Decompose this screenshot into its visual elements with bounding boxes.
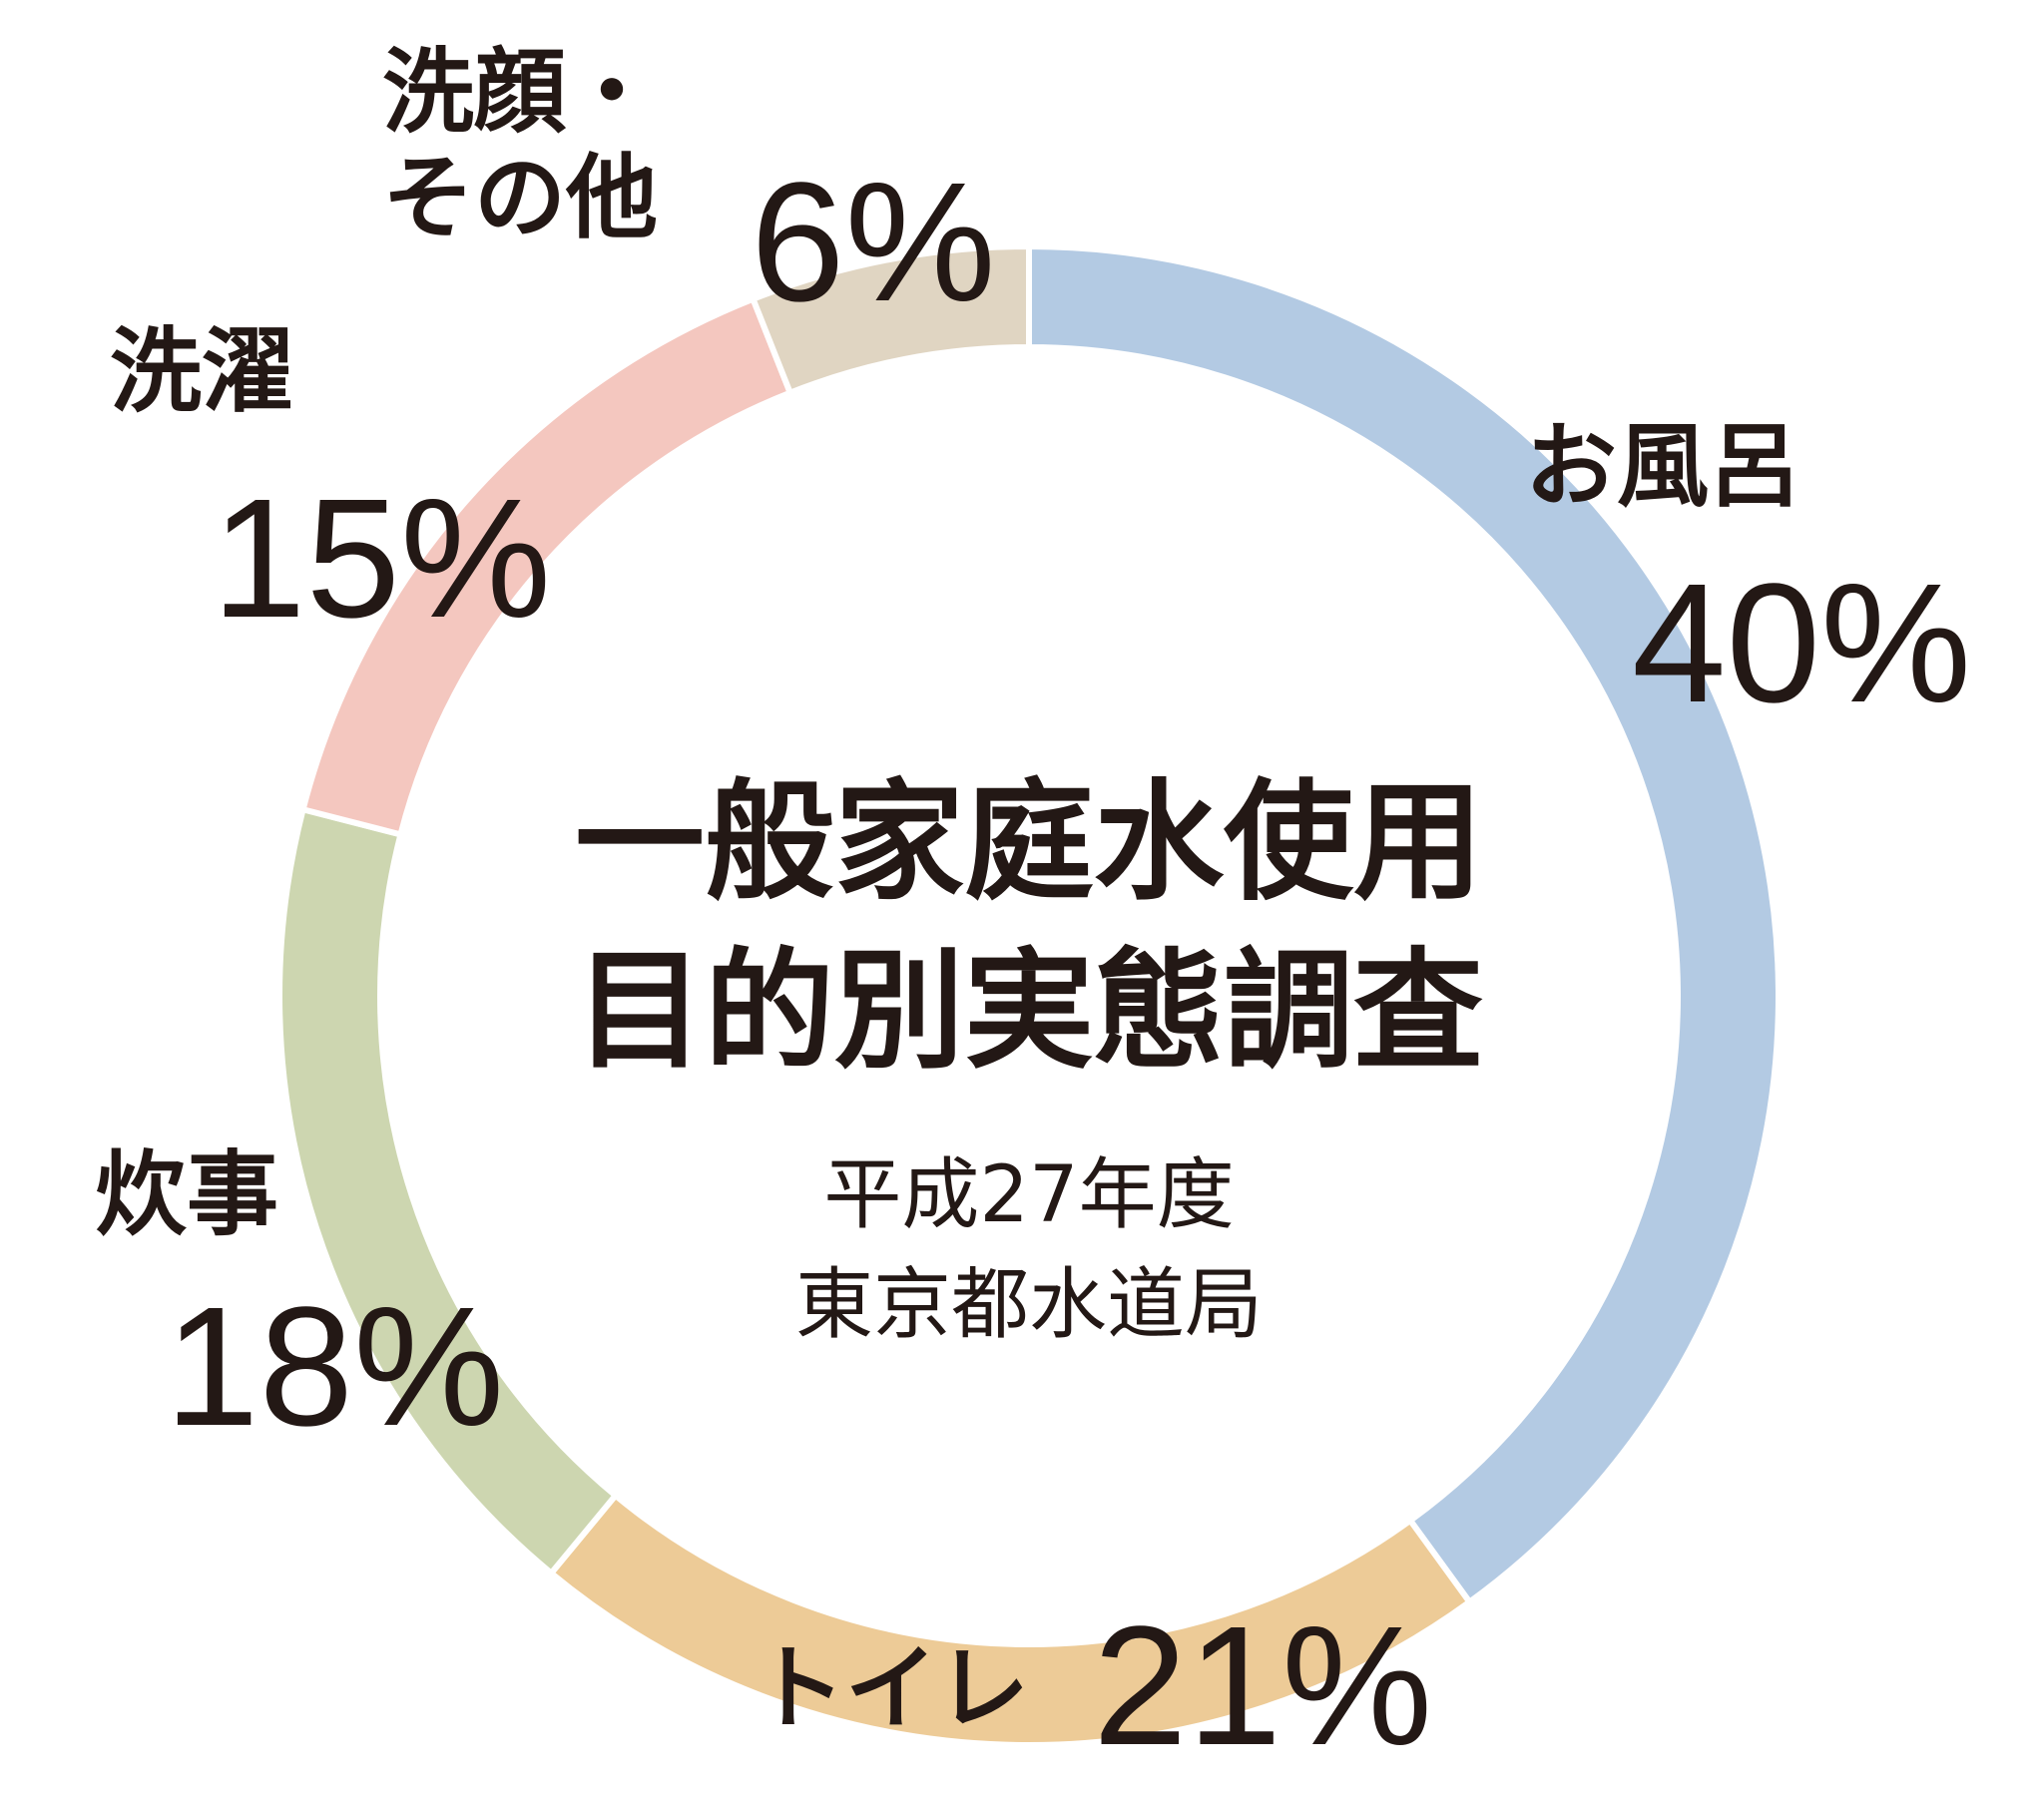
category-label: 洗顔・その他: [382, 39, 659, 251]
source: 東京都水道局: [794, 1260, 1263, 1350]
chart-title: 一般家庭水使用目的別実態調査: [480, 758, 1578, 1096]
category-label: お風呂: [1525, 413, 1801, 520]
category-label: トイレ: [754, 1635, 1030, 1742]
subtitle: 平成27年度: [823, 1150, 1235, 1240]
value-label: 18%: [165, 1272, 505, 1462]
donut-segment: [749, 242, 1032, 397]
chart-title-text: 一般家庭水使用目的別実態調査: [574, 766, 1483, 1087]
donut-segment: [1026, 242, 1782, 1606]
value-label: 15%: [212, 464, 552, 654]
category-label: 炊事: [95, 1141, 279, 1248]
value-label: 6%: [751, 148, 996, 337]
value-label: 40%: [1632, 549, 1972, 738]
category-label: 洗濯: [110, 318, 294, 425]
value-label: 21%: [1093, 1591, 1433, 1781]
